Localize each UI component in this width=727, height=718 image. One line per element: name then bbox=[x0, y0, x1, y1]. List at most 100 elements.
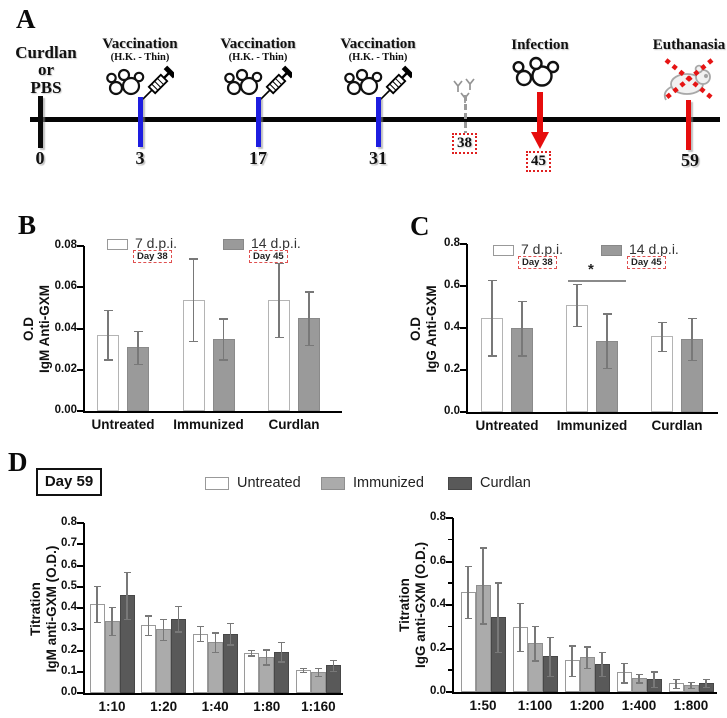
error-bar-cap bbox=[657, 351, 667, 353]
error-bar bbox=[534, 625, 536, 661]
error-bar-cap bbox=[219, 359, 228, 361]
red-down-arrow-icon bbox=[531, 92, 549, 149]
error-bar-cap bbox=[672, 688, 680, 690]
error-bar bbox=[96, 585, 98, 622]
infection-title: Infection bbox=[511, 37, 569, 53]
legend-label-14dpi: 14 d.p.i. bbox=[251, 235, 301, 251]
y-axis-tick-label: 0.6 bbox=[444, 279, 460, 291]
y-axis-tick-label: 0.6 bbox=[430, 554, 446, 567]
error-bar-cap bbox=[517, 300, 527, 303]
x-axis-category-label: Immunized bbox=[173, 417, 244, 432]
error-bar bbox=[281, 642, 283, 662]
error-bar-cap bbox=[274, 336, 284, 339]
x-axis-category-label: 1:160 bbox=[301, 699, 336, 714]
error-bar-cap bbox=[583, 646, 591, 648]
y-axis-tick bbox=[77, 543, 84, 546]
y-axis-tick bbox=[77, 585, 84, 588]
error-bar bbox=[638, 673, 640, 683]
error-bar bbox=[229, 622, 231, 645]
x-axis-category-label: 1:800 bbox=[673, 698, 709, 713]
error-bar-cap bbox=[299, 667, 307, 669]
day-38-box: 38 bbox=[452, 133, 477, 154]
error-bar-cap bbox=[687, 359, 697, 361]
timeline-tick-day3 bbox=[138, 97, 143, 147]
legend-day45-tag: Day 45 bbox=[249, 250, 288, 263]
y-axis-tick bbox=[77, 522, 84, 525]
legend-label-7dpi: 7 d.p.i. bbox=[135, 235, 178, 251]
error-bar-cap bbox=[516, 602, 524, 605]
error-bar-cap bbox=[494, 651, 502, 654]
error-bar-cap bbox=[108, 606, 116, 609]
vaccination-3-subtitle: (H.K. - Thin) bbox=[348, 52, 408, 63]
error-bar bbox=[606, 313, 608, 368]
x-axis-category-label: 1:50 bbox=[469, 698, 497, 713]
error-bar bbox=[653, 671, 655, 687]
y-axis-tick-label: 0.2 bbox=[430, 641, 446, 654]
error-bar-cap bbox=[687, 681, 695, 684]
x-axis-category-label: 1:100 bbox=[517, 698, 553, 713]
y-axis-tick-label: 0.1 bbox=[61, 664, 77, 677]
y-axis-tick bbox=[77, 286, 84, 289]
panel-c-chart: 0.0 0.2 0.4 0.6 0.8 Untreated Immunized Curdlan… bbox=[444, 237, 718, 433]
error-bar bbox=[107, 309, 109, 360]
panel-b-label: B bbox=[18, 210, 37, 240]
error-bar-cap bbox=[531, 660, 539, 662]
y-axis-tick bbox=[460, 243, 467, 245]
legend-swatch-14dpi bbox=[601, 245, 622, 256]
error-bar-cap bbox=[635, 682, 643, 684]
error-bar bbox=[571, 645, 573, 676]
error-bar-cap bbox=[219, 318, 228, 320]
y-axis-minor-tick bbox=[448, 538, 453, 541]
y-axis-tick-label: 0.00 bbox=[54, 404, 77, 416]
error-bar-cap bbox=[702, 678, 710, 681]
panel-d-left-chart: 0.0 0.1 0.2 0.3 0.4 0.5 0.6 0.7 0.8 1:10 1:20 1:40 1… bbox=[61, 516, 343, 714]
yeast-cells-and-syringe-icon bbox=[224, 65, 292, 101]
bar-untreated-1-80 bbox=[244, 652, 260, 693]
euthanized-mouse-icon bbox=[663, 58, 714, 101]
y-axis-tick bbox=[446, 604, 453, 606]
y-axis-tick bbox=[77, 628, 84, 631]
x-axis-category-label: 1:20 bbox=[150, 699, 178, 714]
error-bar bbox=[576, 283, 578, 326]
timeline-tick-day17 bbox=[256, 97, 261, 147]
timeline-tick-day31 bbox=[376, 97, 381, 147]
error-bar bbox=[147, 615, 150, 635]
error-bar bbox=[222, 318, 225, 360]
error-bar-cap bbox=[329, 670, 337, 673]
error-bar bbox=[251, 650, 253, 656]
error-bar-cap bbox=[189, 258, 198, 260]
error-bar-cap bbox=[650, 686, 658, 688]
error-bar bbox=[705, 678, 707, 687]
error-bar-cap bbox=[329, 660, 337, 662]
timeline-tick-day0 bbox=[38, 96, 43, 148]
y-axis-tick bbox=[77, 564, 84, 567]
yeast-cells-and-syringe-icon bbox=[344, 65, 412, 101]
panel-c-label: C bbox=[410, 211, 430, 241]
timeline-dashed-tick-day38 bbox=[464, 95, 467, 137]
error-bar-cap bbox=[572, 325, 582, 328]
error-bar-cap bbox=[702, 686, 710, 689]
error-bar-cap bbox=[211, 651, 219, 653]
panel-a-label: A bbox=[16, 4, 36, 34]
y-axis-tick-label: 0.02 bbox=[54, 362, 77, 375]
error-bar bbox=[317, 667, 320, 676]
y-axis-tick-label: 0.0 bbox=[430, 685, 446, 697]
error-bar-cap bbox=[650, 671, 658, 673]
error-bar-cap bbox=[517, 355, 527, 357]
legend-label-immunized: Immunized bbox=[353, 475, 424, 491]
error-bar-cap bbox=[133, 330, 143, 332]
error-bar-cap bbox=[226, 622, 234, 625]
error-bar-cap bbox=[494, 582, 502, 584]
x-axis-category-label: 1:10 bbox=[98, 699, 126, 714]
y-axis-tick bbox=[446, 647, 453, 650]
error-bar-cap bbox=[103, 359, 113, 361]
legend-day38-tag: Day 38 bbox=[518, 256, 557, 269]
error-bar-cap bbox=[304, 291, 314, 293]
error-bar-cap bbox=[123, 618, 131, 621]
error-bar-cap bbox=[687, 317, 697, 319]
euthanasia-title: Euthanasia bbox=[652, 37, 726, 53]
day-3-label: 3 bbox=[135, 148, 145, 168]
day-17-label: 17 bbox=[249, 148, 267, 168]
y-axis-tick bbox=[77, 410, 84, 412]
error-bar-cap bbox=[175, 631, 183, 633]
